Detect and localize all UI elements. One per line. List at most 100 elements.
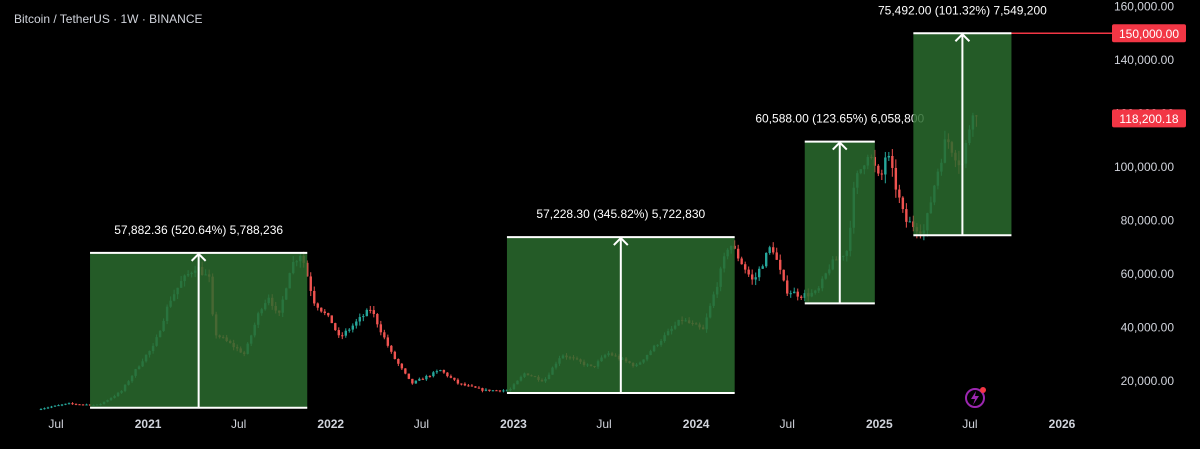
candle-body xyxy=(439,370,442,372)
target-price-bg xyxy=(1112,24,1186,43)
candle-body xyxy=(81,404,85,406)
candle-body xyxy=(908,221,912,223)
candle-body xyxy=(43,408,46,410)
time-tick-label: Jul xyxy=(414,417,429,431)
candle-body xyxy=(460,383,463,385)
candle-body xyxy=(800,296,803,298)
candle-body xyxy=(369,309,372,311)
price-tick-label: 60,000.00 xyxy=(1121,267,1175,281)
measure-label: 57,882.36 (520.64%) 5,788,236 xyxy=(114,223,283,237)
candle-body xyxy=(474,386,477,388)
candle-body xyxy=(85,404,88,406)
measure-label: 75,492.00 (101.32%) 7,549,200 xyxy=(878,3,1047,17)
time-tick-label: 2024 xyxy=(683,417,710,431)
candle-body xyxy=(877,165,880,174)
candle-body xyxy=(477,387,481,389)
time-tick-label: 2025 xyxy=(866,417,893,431)
candle-body xyxy=(355,321,358,326)
candle-body xyxy=(327,313,330,316)
candle-body xyxy=(768,247,771,253)
candle-body xyxy=(498,390,502,392)
candle-body xyxy=(505,390,509,392)
time-tick-label: Jul xyxy=(962,417,977,431)
current-price-bg xyxy=(1112,109,1186,128)
candle-body xyxy=(901,197,905,210)
candle-body xyxy=(873,157,877,166)
measure-label: 57,228.30 (345.82%) 5,722,830 xyxy=(536,207,705,221)
candle-body xyxy=(736,248,740,259)
candle-body xyxy=(330,315,333,324)
candle-body xyxy=(337,330,340,336)
candle-body xyxy=(320,307,323,312)
measure-arrow-head xyxy=(190,252,207,262)
measure-label: 60,588.00 (123.65%) 6,058,800 xyxy=(755,112,924,126)
candle-body xyxy=(425,375,428,380)
flash-icon[interactable] xyxy=(965,387,986,408)
measure-arrow-head xyxy=(832,141,848,151)
measure-arrow-head xyxy=(954,32,971,42)
current-price-label: 118,200.18 xyxy=(1119,112,1178,126)
candle-body xyxy=(64,403,67,405)
candle-body xyxy=(334,323,337,331)
candle-body xyxy=(898,189,901,198)
candle-body xyxy=(358,317,362,322)
candle-body xyxy=(397,359,400,364)
candle-body xyxy=(750,274,754,280)
target-price-label: 150,000.00 xyxy=(1119,27,1179,41)
measure-box-3[interactable]: 60,588.00 (123.65%) 6,058,800 xyxy=(755,112,925,305)
candle-body xyxy=(344,330,347,336)
candle-body xyxy=(57,405,60,407)
candle-body xyxy=(383,332,386,338)
target-price-tag[interactable]: 150,000.00 xyxy=(1112,24,1186,43)
price-tags-layer: 118,200.18 150,000.00 xyxy=(1011,24,1186,128)
measure-box-2[interactable]: 57,228.30 (345.82%) 5,722,830 xyxy=(506,207,735,395)
measure-box-1[interactable]: 57,882.36 (520.64%) 5,788,236 xyxy=(90,223,308,409)
price-tick-label: 80,000.00 xyxy=(1121,214,1175,228)
candle-body xyxy=(765,252,768,267)
candle-body xyxy=(747,269,750,275)
candle-body xyxy=(393,351,397,360)
time-tick-label: 2026 xyxy=(1049,417,1076,431)
price-tick-label: 20,000.00 xyxy=(1121,374,1175,388)
candle-body xyxy=(481,388,484,391)
candle-body xyxy=(421,378,425,380)
candle-body xyxy=(376,313,379,325)
candle-body xyxy=(782,269,785,281)
candle-body xyxy=(351,325,354,330)
measure-boxes-layer: 57,882.36 (520.64%) 5,788,236 57,228.30 (… xyxy=(90,3,1047,409)
candle-body xyxy=(414,380,418,384)
time-tick-label: Jul xyxy=(231,417,246,431)
candle-body xyxy=(449,376,453,378)
candle-body xyxy=(786,280,789,294)
candle-body xyxy=(379,324,383,333)
time-tick-label: 2021 xyxy=(135,417,162,431)
price-tick-label: 140,000.00 xyxy=(1114,53,1174,67)
candle-body xyxy=(491,390,495,392)
candle-body xyxy=(386,337,390,346)
candle-body xyxy=(740,258,743,265)
candle-body xyxy=(390,345,393,352)
current-price-tag[interactable]: 118,200.18 xyxy=(1112,109,1186,128)
candle-body xyxy=(71,403,74,405)
measure-arrow-head xyxy=(613,236,629,246)
candle-body xyxy=(743,264,747,270)
time-tick-label: 2022 xyxy=(317,417,344,431)
time-axis: Jul 2021 Jul 2022 Jul 2023 Jul 2024 Jul 2025 Jul 20… xyxy=(48,417,1075,431)
candle-body xyxy=(50,406,53,408)
candle-body xyxy=(442,370,446,373)
candle-body xyxy=(365,309,369,317)
candle-body xyxy=(905,209,908,222)
time-tick-label: Jul xyxy=(48,417,63,431)
time-tick-label: Jul xyxy=(596,417,611,431)
measure-box-4[interactable]: 75,492.00 (101.32%) 7,549,200 xyxy=(878,3,1047,237)
candle-body xyxy=(453,377,456,380)
candle-body xyxy=(880,173,884,175)
candle-body xyxy=(404,368,407,374)
candle-body xyxy=(884,157,887,175)
candle-body xyxy=(74,403,78,405)
candle-body xyxy=(793,291,796,294)
candle-body xyxy=(400,363,404,369)
candle-body xyxy=(46,407,50,409)
candle-body xyxy=(313,290,316,304)
